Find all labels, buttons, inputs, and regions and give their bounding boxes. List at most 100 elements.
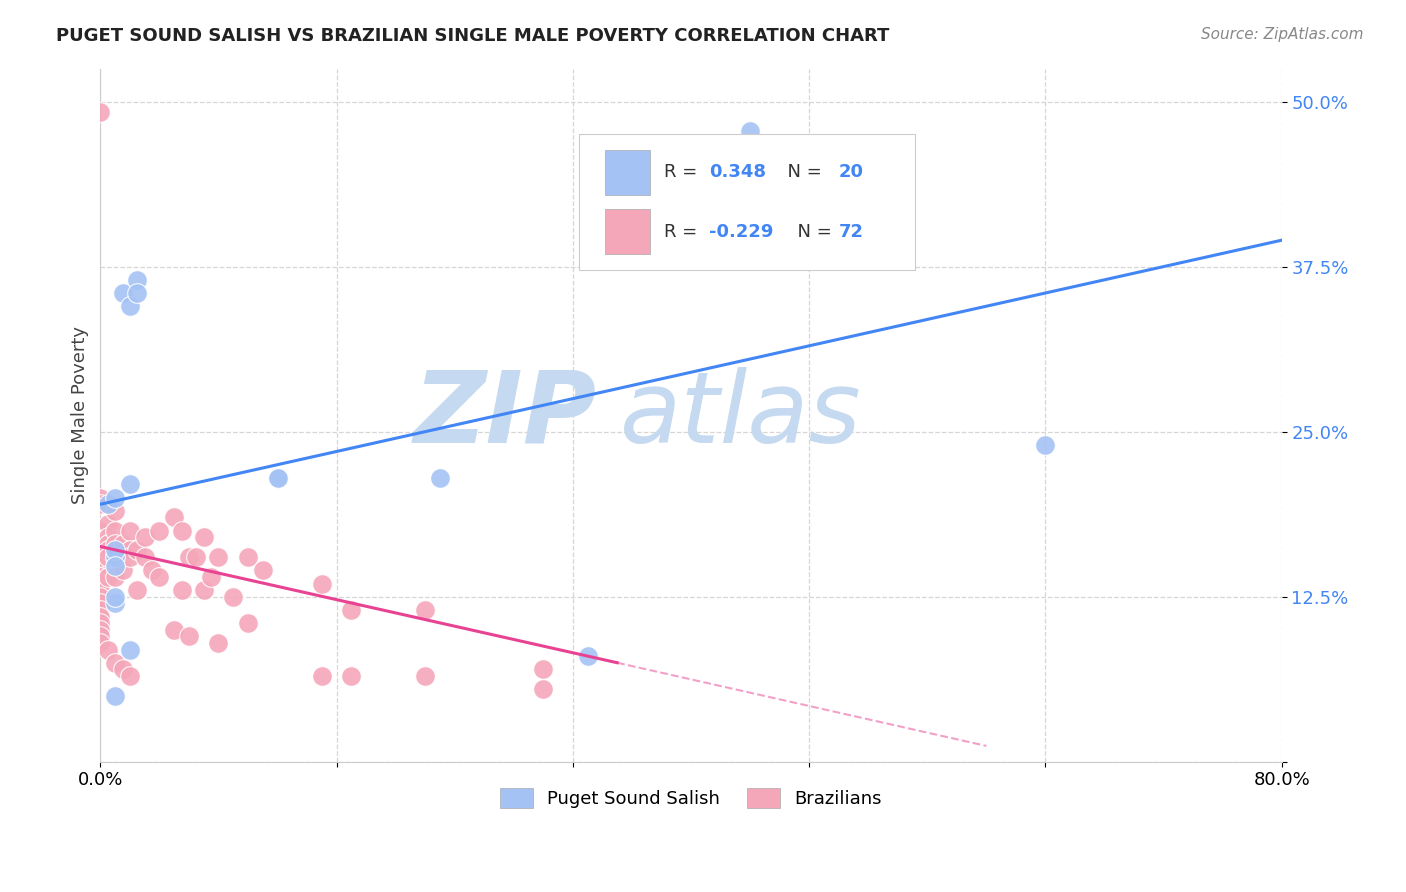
Point (89, 497, 111, 511)
Y-axis label: Single Male Poverty: Single Male Poverty (72, 326, 89, 504)
Point (97, 537, 120, 551)
Point (97, 570, 120, 584)
Point (413, 669, 436, 683)
Text: ZIP: ZIP (413, 367, 596, 464)
Point (170, 524, 193, 538)
Legend: Puget Sound Salish, Brazilians: Puget Sound Salish, Brazilians (494, 780, 889, 815)
Point (89, 609, 111, 624)
Point (177, 629, 200, 643)
Point (89, 629, 111, 643)
Point (200, 570, 222, 584)
Point (89, 590, 111, 604)
Point (193, 583, 215, 598)
Point (89, 616, 111, 631)
Point (127, 583, 149, 598)
Point (118, 642, 141, 657)
Point (193, 530, 215, 544)
Point (311, 576, 333, 591)
Point (340, 603, 363, 617)
Point (97, 550, 120, 565)
Point (531, 682, 554, 697)
Point (148, 570, 170, 584)
Point (111, 285, 134, 300)
Point (89, 524, 111, 538)
Point (97, 517, 120, 532)
Point (89, 491, 111, 505)
Text: atlas: atlas (620, 367, 862, 464)
Point (531, 662, 554, 676)
Point (340, 669, 363, 683)
Point (429, 471, 451, 485)
Point (118, 550, 141, 565)
Point (311, 669, 333, 683)
Point (104, 504, 127, 518)
Point (163, 623, 186, 637)
Point (266, 471, 288, 485)
FancyBboxPatch shape (605, 150, 650, 194)
Point (134, 530, 156, 544)
Point (97, 497, 120, 511)
Point (127, 543, 149, 558)
Text: R =: R = (664, 223, 703, 241)
Point (104, 550, 127, 565)
FancyBboxPatch shape (605, 210, 650, 254)
Point (177, 550, 200, 565)
Point (576, 649, 599, 664)
Point (89, 603, 111, 617)
Point (111, 662, 134, 676)
Point (170, 583, 193, 598)
Text: R =: R = (664, 163, 703, 181)
Point (89, 596, 111, 610)
Point (186, 550, 208, 565)
Point (104, 550, 127, 565)
Point (118, 477, 141, 491)
Text: 0.348: 0.348 (709, 163, 766, 181)
Point (127, 273, 149, 287)
Point (89, 576, 111, 591)
Point (148, 524, 170, 538)
Point (89, 537, 111, 551)
Point (118, 299, 141, 313)
Point (89, 105, 111, 120)
Point (104, 590, 127, 604)
Point (89, 550, 111, 565)
Point (222, 590, 245, 604)
Text: 72: 72 (839, 223, 863, 241)
Point (118, 524, 141, 538)
Text: N =: N = (776, 163, 828, 181)
Point (118, 669, 141, 683)
Point (236, 550, 259, 565)
Point (111, 550, 134, 565)
Point (207, 636, 229, 650)
Point (111, 563, 134, 577)
Point (97, 530, 120, 544)
Point (104, 656, 127, 670)
Point (89, 623, 111, 637)
Point (104, 524, 127, 538)
Point (252, 563, 274, 577)
Point (104, 596, 127, 610)
Point (104, 689, 127, 703)
Point (207, 550, 229, 565)
Text: PUGET SOUND SALISH VS BRAZILIAN SINGLE MALE POVERTY CORRELATION CHART: PUGET SOUND SALISH VS BRAZILIAN SINGLE M… (56, 27, 890, 45)
Point (104, 491, 127, 505)
Point (89, 550, 111, 565)
Point (89, 543, 111, 558)
Point (127, 285, 149, 300)
Point (111, 537, 134, 551)
Point (104, 570, 127, 584)
Point (1035, 438, 1057, 452)
Point (118, 543, 141, 558)
Point (97, 543, 120, 558)
Point (97, 642, 120, 657)
Text: N =: N = (786, 223, 837, 241)
Point (266, 471, 288, 485)
Point (413, 603, 436, 617)
Point (104, 559, 127, 574)
Point (236, 616, 259, 631)
Point (104, 537, 127, 551)
Text: Source: ZipAtlas.com: Source: ZipAtlas.com (1201, 27, 1364, 42)
Point (134, 550, 156, 565)
Point (89, 570, 111, 584)
Point (89, 557, 111, 571)
